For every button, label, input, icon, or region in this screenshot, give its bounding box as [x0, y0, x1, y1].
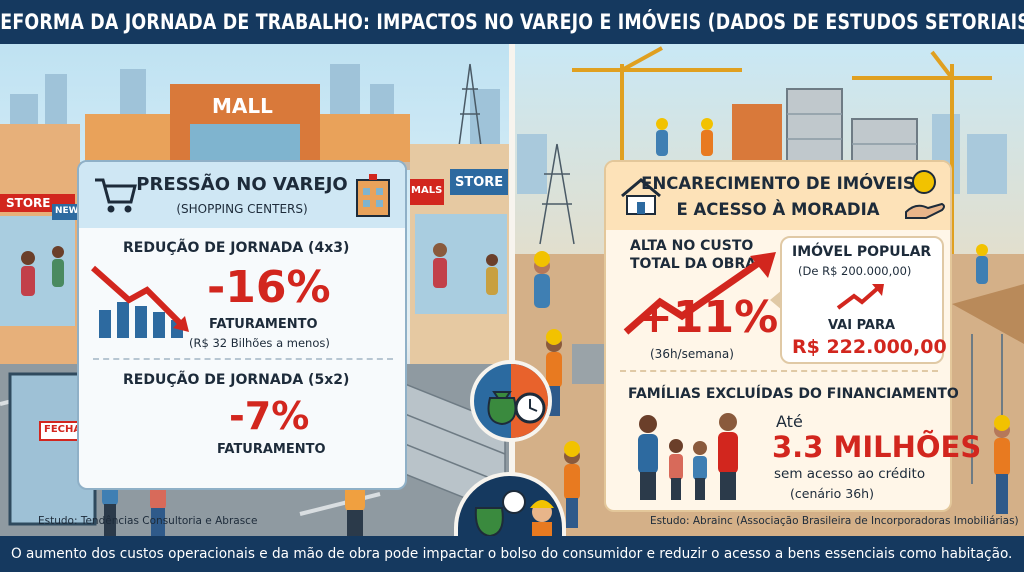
housing-cost-label-line2: TOTAL DA OBRA — [630, 256, 757, 272]
retail-subtitle: (SHOPPING CENTERS) — [176, 202, 308, 216]
retail-block1-metric: FATURAMENTO — [209, 317, 318, 332]
retail-block2-metric: FATURAMENTO — [217, 442, 326, 457]
housing-cost-value: +11% — [636, 292, 779, 343]
store-sign-2: NEW — [55, 206, 79, 216]
popular-goes: VAI PARA — [828, 318, 896, 333]
retail-block2-value: -7% — [229, 394, 310, 438]
footer-text: O aumento dos custos operacionais e da m… — [11, 546, 1013, 562]
popular-home-callout: IMÓVEL POPULAR (De R$ 200.000,00) VAI PA… — [780, 236, 947, 364]
shopping-cart-icon — [95, 178, 137, 213]
retail-title: PRESSÃO NO VAREJO — [136, 174, 348, 195]
price-up-icon — [836, 284, 884, 310]
worker-icon — [474, 490, 554, 540]
retail-source: Estudo: Tendências Consultoria e Abrasce — [38, 515, 258, 527]
popular-to: R$ 222.000,00 — [792, 336, 947, 358]
page-title: REFORMA DA JORNADA DE TRABALHO: IMPACTOS… — [0, 10, 1024, 34]
store-sign-3: MALS — [411, 185, 443, 196]
coin-hand-icon — [905, 170, 945, 219]
coin-icon — [912, 170, 936, 194]
housing-source: Estudo: Abrainc (Associação Brasileira d… — [650, 515, 1019, 527]
popular-label: IMÓVEL POPULAR — [792, 244, 932, 260]
housing-title-line2: E ACESSO À MORADIA — [676, 200, 880, 219]
retail-panel: PRESSÃO NO VAREJO (SHOPPING CENTERS) RED… — [77, 160, 407, 490]
mall-sign: MALL — [212, 94, 273, 118]
housing-separator — [620, 370, 938, 372]
housing-excluded-note1: sem acesso ao crédito — [774, 466, 926, 482]
housing-excluded-label: FAMÍLIAS EXCLUÍDAS DO FINANCIAMENTO — [628, 386, 959, 402]
housing-excluded-value: 3.3 MILHÕES — [772, 430, 982, 464]
housing-excluded-prefix: Até — [776, 412, 803, 431]
center-divider — [509, 44, 515, 536]
money-clock-badge — [470, 360, 552, 442]
down-chart-icon — [91, 265, 189, 338]
family-icon — [638, 413, 738, 500]
building-icon — [356, 174, 390, 217]
retail-separator — [93, 358, 393, 360]
housing-cost-label-line1: ALTA NO CUSTO — [630, 238, 754, 254]
popular-from: (De R$ 200.000,00) — [798, 264, 912, 278]
money-bag-icon — [487, 391, 546, 426]
retail-block1-note: (R$ 32 Bilhões a menos) — [189, 336, 330, 350]
title-bar: REFORMA DA JORNADA DE TRABALHO: IMPACTOS… — [0, 0, 1024, 44]
store-sign-4: STORE — [455, 175, 504, 190]
housing-panel-header: ENCARECIMENTO DE IMÓVEIS E ACESSO À MORA… — [606, 162, 950, 230]
housing-title-line1: ENCARECIMENTO DE IMÓVEIS — [641, 174, 915, 193]
popular-callout-tail — [770, 290, 782, 310]
footer-bar: O aumento dos custos operacionais e da m… — [0, 536, 1024, 572]
retail-block1-label: REDUÇÃO DE JORNADA (4x3) — [123, 240, 350, 256]
store-sign-1: STORE — [6, 196, 51, 210]
retail-panel-header: PRESSÃO NO VAREJO (SHOPPING CENTERS) — [79, 162, 405, 228]
up-arrow-icon — [623, 252, 776, 335]
housing-cost-note: (36h/semana) — [650, 347, 734, 361]
housing-excluded-note2: (cenário 36h) — [790, 486, 874, 501]
hand-icon — [905, 202, 945, 219]
closed-sign: FECHADO — [44, 424, 98, 435]
retail-block2-label: REDUÇÃO DE JORNADA (5x2) — [123, 372, 350, 388]
retail-block1-value: -16% — [207, 262, 331, 313]
house-icon — [621, 178, 661, 215]
